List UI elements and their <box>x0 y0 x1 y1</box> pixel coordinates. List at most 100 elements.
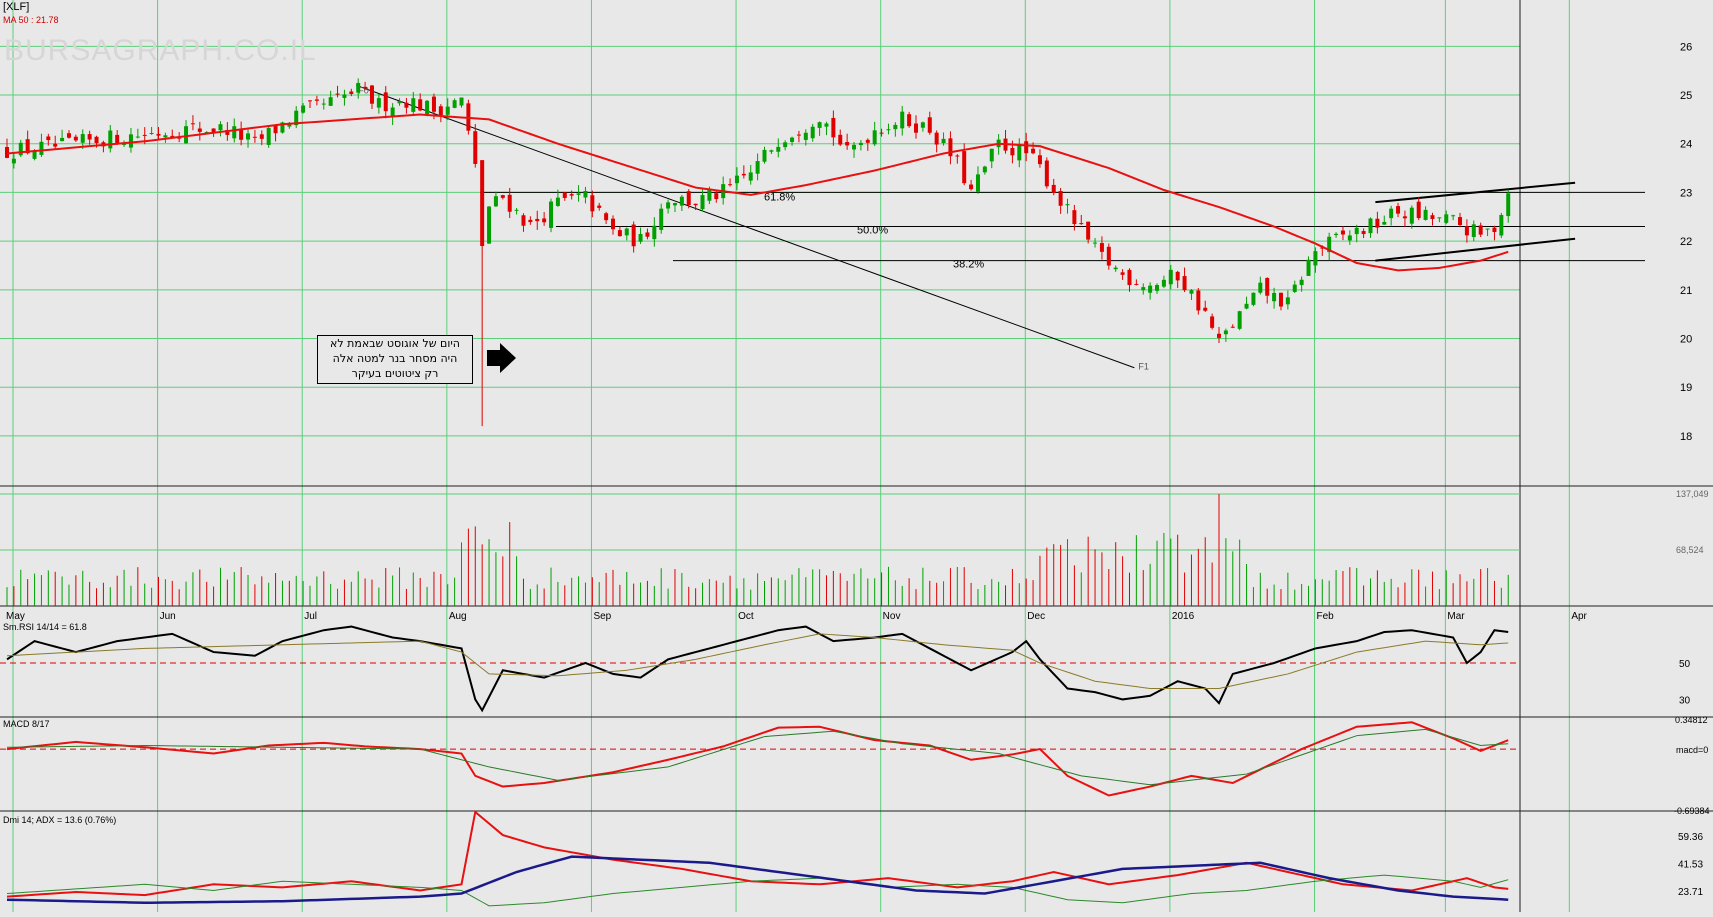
candle-body <box>1368 218 1373 234</box>
candle-body <box>1464 226 1469 236</box>
candle-body <box>783 142 788 148</box>
candle-body <box>473 131 478 164</box>
candle-body <box>487 206 492 244</box>
candle-body <box>1334 233 1339 236</box>
candle-body <box>672 203 677 206</box>
candle-body <box>1278 292 1283 307</box>
candle-body <box>604 213 609 221</box>
candle-body <box>149 133 154 135</box>
candle-body <box>831 117 836 138</box>
annotation-arrow <box>487 343 516 373</box>
candle-body <box>135 136 140 138</box>
candle-body <box>1058 191 1063 206</box>
month-label: Jun <box>160 611 176 622</box>
candle-body <box>790 137 795 142</box>
candle-body <box>803 132 808 140</box>
price-tick-label: 25 <box>1680 90 1692 102</box>
annotation-note: היום של אוגוסט שבאמת לא היה מסחר בנר למט… <box>317 335 473 384</box>
volume-tick-label: 68,524 <box>1676 545 1704 555</box>
candle-body <box>5 146 9 158</box>
candle-body <box>858 142 863 146</box>
candle-body <box>1299 279 1304 286</box>
candle-body <box>335 93 340 95</box>
candle-body <box>975 174 980 192</box>
candle-body <box>369 85 374 104</box>
candle-body <box>1471 224 1476 238</box>
candle-body <box>314 99 319 101</box>
price-tick-label: 23 <box>1680 187 1692 199</box>
candle-body <box>1106 246 1111 266</box>
candle-body <box>1017 144 1022 161</box>
candle-body <box>308 100 312 102</box>
candle-body <box>170 135 175 137</box>
rsi-panel-label: Sm.RSI 14/14 = 61.8 <box>3 622 87 632</box>
candle-body <box>1347 235 1352 241</box>
candle-body <box>1306 259 1311 276</box>
candle-body <box>555 197 560 206</box>
candle-body <box>955 155 960 157</box>
candle-body <box>569 194 574 196</box>
candle-body <box>156 133 161 136</box>
candle-body <box>431 96 436 112</box>
candle-body <box>969 184 974 190</box>
candle-body <box>32 151 37 159</box>
candle-body <box>1093 242 1098 244</box>
candle-body <box>328 97 333 106</box>
candle-body <box>982 166 987 173</box>
candle-body <box>493 196 498 207</box>
trendline <box>356 84 1135 369</box>
candle-body <box>597 205 602 208</box>
candle-body <box>1182 276 1187 291</box>
candle-body <box>521 215 526 226</box>
candle-body <box>1437 217 1442 219</box>
candle-body <box>390 107 395 118</box>
candle-body <box>824 123 829 127</box>
candle-body <box>679 196 684 206</box>
candle-body <box>411 98 416 112</box>
candle-body <box>1065 204 1070 206</box>
candle-body <box>865 139 870 143</box>
candle-body <box>1203 307 1208 311</box>
month-label: Apr <box>1571 611 1587 622</box>
adx-line <box>6 855 1509 905</box>
candle-body <box>714 193 719 200</box>
candle-body <box>920 122 925 128</box>
candle-body <box>459 97 464 106</box>
candle-body <box>762 149 767 162</box>
candle-body <box>948 138 953 157</box>
candle-body <box>73 136 78 141</box>
dmi-tick-label: 23.71 <box>1678 887 1703 898</box>
month-label: Sep <box>593 611 611 622</box>
candle-body <box>66 133 71 138</box>
candle-body <box>590 195 595 212</box>
candle-body <box>1237 311 1242 329</box>
month-label: Aug <box>449 611 467 622</box>
dmi-tick-label: 59.36 <box>1678 832 1703 843</box>
candle-body <box>94 136 99 144</box>
channel-line <box>1375 181 1576 204</box>
candle-body <box>989 148 994 162</box>
candle-body <box>528 219 533 223</box>
candle-body <box>18 142 23 156</box>
candle-body <box>852 144 857 150</box>
candle-body <box>1230 326 1235 328</box>
candle-body <box>1134 283 1139 285</box>
candle-body <box>576 193 581 195</box>
rsi-tick-label: 50 <box>1679 659 1691 670</box>
candle-body <box>638 233 643 242</box>
candle-body <box>927 117 932 133</box>
rsi-line <box>6 625 1509 713</box>
candle-body <box>418 99 423 111</box>
candle-body <box>810 126 815 139</box>
candle-body <box>197 128 202 132</box>
candle-body <box>1037 155 1042 165</box>
candle-body <box>204 132 209 134</box>
candle-body <box>1044 160 1049 187</box>
macd-tick-label: -0.69384 <box>1674 806 1710 816</box>
month-label: 2016 <box>1172 611 1195 622</box>
price-tick-label: 19 <box>1680 382 1692 394</box>
rsi-signal-line <box>6 633 1509 689</box>
candle-body <box>879 132 884 134</box>
candle-body <box>1272 292 1277 302</box>
